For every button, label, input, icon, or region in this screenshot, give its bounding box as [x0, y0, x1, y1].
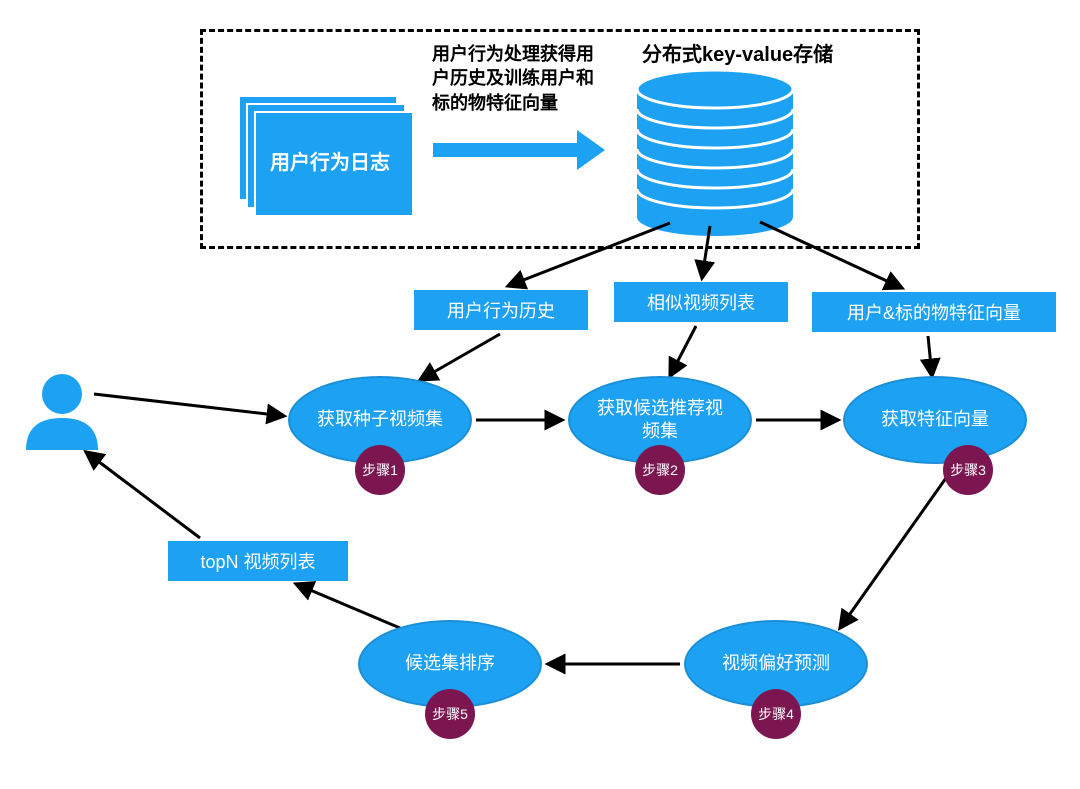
edge-label-topn: topN 视频列表 — [168, 541, 348, 581]
step-badge-5: 步骤5 — [425, 689, 475, 739]
step-node-3: 获取特征向量 — [843, 376, 1027, 464]
edge — [670, 326, 696, 376]
process-description: 用户行为处理获得用户历史及训练用户和标的物特征向量 — [432, 42, 594, 115]
step-badge-1: 步骤1 — [355, 445, 405, 495]
diagram-canvas: 用户行为日志 用户行为处理获得用户历史及训练用户和标的物特征向量 分布式key-… — [0, 0, 1080, 789]
edge — [420, 334, 500, 380]
edges — [86, 222, 946, 664]
step-badge-2: 步骤2 — [635, 445, 685, 495]
edge — [94, 394, 284, 416]
user-log-label: 用户行为日志 — [270, 146, 390, 175]
edge — [86, 452, 200, 538]
step-badge-4: 步骤4 — [751, 689, 801, 739]
edge — [296, 584, 400, 628]
edge — [840, 478, 946, 628]
database-label: 分布式key-value存储 — [642, 38, 833, 67]
edge-label-feature-vectors: 用户&标的物特征向量 — [812, 292, 1056, 332]
edge-label-similar-list: 相似视频列表 — [614, 282, 788, 322]
edge — [928, 336, 932, 376]
step-badge-3: 步骤3 — [943, 445, 993, 495]
user-icon — [26, 374, 98, 450]
edge-label-user-history: 用户行为历史 — [414, 290, 588, 330]
